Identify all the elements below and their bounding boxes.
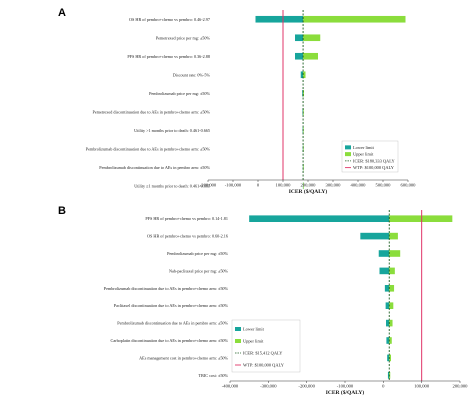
panel-b-bar-lower: [379, 267, 390, 275]
panel-b-bar-upper: [389, 372, 391, 379]
panel-b-x-tick-label: 200,000: [453, 384, 469, 390]
panel-b-bar-lower: [387, 372, 390, 379]
panel-a-x-tick-label: 100,000: [276, 183, 292, 189]
panel-b-bar-lower: [386, 337, 390, 344]
panel-a-legend-label: Upper limit: [353, 152, 374, 157]
panel-b-x-tick-label: 100,000: [414, 384, 430, 390]
panel-a-x-tick-label: 200,000: [301, 183, 317, 189]
panel-a-bar-lower: [295, 34, 304, 42]
panel-a-bar-upper: [303, 163, 304, 171]
panel-a-legend-label: Lower limit: [353, 145, 375, 150]
panel-a-legend-swatch-upper: [345, 152, 351, 157]
panel-a-x-tick-label: 300,000: [326, 183, 342, 189]
panel-a-bar-upper: [303, 52, 318, 60]
panel-b-bar-upper: [389, 354, 391, 362]
panel-b-category-label: Nab-paclitaxel price per mg: ±50%: [169, 268, 229, 273]
panel-b-category-label: Pembrolizumab discontinuation due to AEs…: [117, 321, 228, 326]
panel-b-bar-upper: [389, 337, 392, 344]
panel-a-category-label: Pembrolizumab discontinuation due to AEs…: [86, 146, 211, 151]
panel-a-bar-lower: [302, 145, 304, 153]
panel-b-category-label: AEs management cost in pembro+chemo arm:…: [139, 355, 228, 360]
panel-a-bar-lower: [255, 15, 304, 23]
panel-b-bar-lower: [360, 232, 390, 240]
panel-b-bar-lower: [378, 250, 390, 257]
panel-a-category-label: Pembrolizumab price per mg: ±50%: [149, 91, 210, 96]
panel-a-category-label: Pemetrexed price per mg: ±50%: [156, 35, 211, 40]
panel-b-bar-lower: [387, 354, 390, 362]
panel-b-legend-label: Lower limit: [243, 327, 265, 332]
panel-a-x-tick-label: 400,000: [351, 183, 367, 189]
panel-b-bar-upper: [389, 215, 453, 222]
panel-b-category-label: TBIC cost: ±50%: [198, 373, 228, 378]
panel-a-bar-lower: [295, 52, 304, 60]
panel-b-bar-upper: [389, 267, 395, 275]
panel-b-category-label: PFS HR of pembro+chemo vs pembro: 0.14-1…: [145, 216, 228, 221]
panel-a-x-tick-label: -200,000: [200, 183, 217, 189]
panel-b-legend-box: [231, 319, 301, 373]
panel-b-category-label: Pembrolizumab price per mg: ±50%: [167, 251, 228, 256]
panel-a-x-axis-title: ICER ($/QALY): [289, 188, 328, 195]
panel-a-legend-label: WTP: $100,000 QALY: [353, 165, 395, 171]
panel-a-bar-lower: [302, 89, 304, 97]
panel-a-category-label: Utility ≤1 months prior to death: 0.461-…: [134, 183, 210, 188]
panel-b-legend-swatch-lower: [235, 327, 241, 331]
panel-a-letter: A: [58, 7, 66, 19]
panel-b-bar-upper: [389, 285, 395, 292]
panel-b-legend-swatch-upper: [235, 339, 241, 343]
panel-a-category-label: Utility >1 months prior to death: 0.461-…: [134, 128, 210, 133]
panel-a-category-label: Discount rate: 0%-5%: [173, 72, 211, 77]
panel-b-category-label: Carboplatin discontinuation due to AEs i…: [111, 338, 229, 343]
panel-b-x-tick-label: -100,000: [337, 384, 354, 390]
panel-b-bar-lower: [385, 302, 390, 309]
panel-b-x-tick-label: -400,000: [222, 384, 239, 390]
panel-a-bar-upper: [303, 145, 304, 153]
panel-b-bar-lower: [249, 215, 390, 222]
panel-a-x-tick-label: -100,000: [225, 183, 242, 189]
panel-b-bar-upper: [389, 302, 394, 309]
panel-a-legend-label: ICER: $180,333 QALY: [353, 158, 395, 164]
panel-b-bar-upper: [389, 232, 398, 240]
panel-a-bar-upper: [303, 34, 321, 42]
panel-b-bar-upper: [389, 250, 401, 257]
panel-a-category-label: Pembrolizumab discontinuation due to AEs…: [99, 165, 210, 170]
panel-b-x-tick-label: 0: [382, 384, 385, 389]
panel-b-category-label: Pembrolizumab discontinuation due to AEs…: [104, 286, 229, 291]
panel-a-legend-swatch-lower: [345, 145, 351, 150]
panel-a-category-label: PFS HR of pembro+chemo vs pembro: 0.36-2…: [127, 54, 210, 59]
panel-a-legend-box: [341, 140, 399, 173]
panel-b-category-label: OS HR of pembro+chemo vs pembro: 0.60-2.…: [147, 234, 228, 239]
panel-a-category-label: OS HR of pembro+chemo vs pembro: 0.46-2.…: [129, 17, 210, 22]
panel-b-legend-label: Upper limit: [243, 339, 264, 344]
panel-a-bar-upper: [303, 182, 304, 190]
panel-a-bar-upper: [303, 71, 306, 79]
panel-a-bar-upper: [303, 15, 406, 23]
panel-b-category-label: Paclitaxel discontinuation due to AEs in…: [114, 303, 229, 308]
panel-b-bar-upper: [389, 319, 393, 327]
panel-b-x-tick-label: -200,000: [298, 384, 315, 390]
panel-a-x-tick-label: 0: [257, 183, 260, 188]
panel-b-legend-label: ICER: $15,412 QALY: [243, 351, 283, 357]
panel-a-category-label: Pemetrexed discontinuation due to AEs in…: [93, 109, 211, 114]
panel-b-x-tick-label: -300,000: [260, 384, 277, 390]
panel-b-legend-label: WTP: $100,000 QALY: [243, 363, 285, 369]
panel-a-bar-lower: [300, 71, 304, 79]
panel-b-letter: B: [58, 205, 66, 217]
panel-a-x-tick-label: 500,000: [376, 183, 392, 189]
panel-b-bar-lower: [386, 319, 390, 327]
panel-b-bar-lower: [384, 285, 390, 292]
panel-b-x-axis-title: ICER ($/QALY): [326, 389, 365, 396]
panel-a-bar-upper: [303, 89, 304, 97]
panel-a-x-tick-label: 600,000: [401, 183, 417, 189]
